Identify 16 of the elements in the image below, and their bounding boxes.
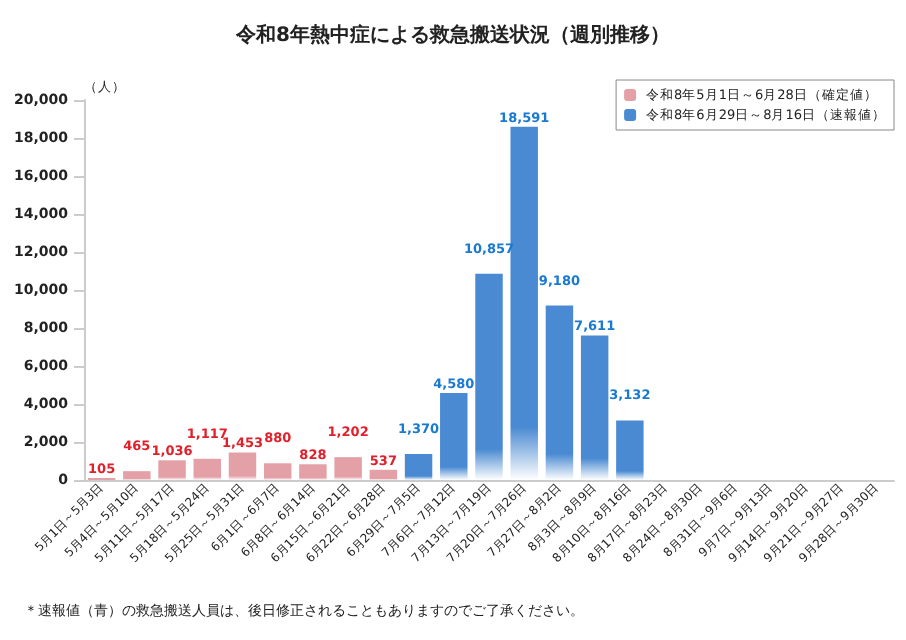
- bar: [580, 335, 609, 480]
- chart-title: 令和8年熱中症による救急搬送状況（週別推移）: [234, 23, 670, 47]
- bar: [475, 273, 503, 480]
- bar: [510, 126, 538, 480]
- bar: [545, 305, 574, 480]
- bar: [299, 464, 327, 480]
- bar: [404, 453, 433, 480]
- bar: [158, 460, 186, 480]
- bar: [334, 457, 362, 480]
- bar: [440, 392, 468, 480]
- bar: [369, 469, 398, 480]
- bar: [263, 463, 292, 480]
- bar: [193, 458, 221, 480]
- bar: [228, 452, 257, 480]
- bar: [616, 420, 644, 480]
- bar: [123, 471, 151, 480]
